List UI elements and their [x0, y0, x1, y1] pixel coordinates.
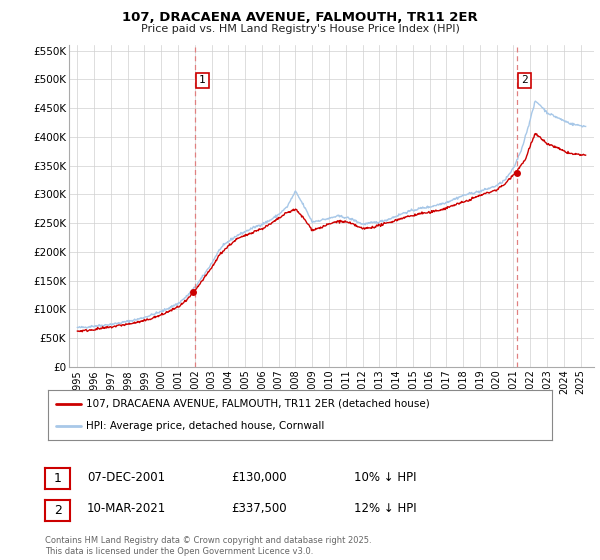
Text: 2: 2 — [521, 76, 528, 85]
Text: 12% ↓ HPI: 12% ↓ HPI — [354, 502, 416, 515]
Text: HPI: Average price, detached house, Cornwall: HPI: Average price, detached house, Corn… — [86, 421, 324, 431]
Text: £337,500: £337,500 — [231, 502, 287, 515]
Text: Contains HM Land Registry data © Crown copyright and database right 2025.
This d: Contains HM Land Registry data © Crown c… — [45, 536, 371, 556]
Text: 107, DRACAENA AVENUE, FALMOUTH, TR11 2ER (detached house): 107, DRACAENA AVENUE, FALMOUTH, TR11 2ER… — [86, 399, 430, 409]
Text: 1: 1 — [199, 76, 206, 85]
Text: £130,000: £130,000 — [231, 470, 287, 484]
Text: 1: 1 — [53, 472, 62, 486]
Text: Price paid vs. HM Land Registry's House Price Index (HPI): Price paid vs. HM Land Registry's House … — [140, 24, 460, 34]
Text: 07-DEC-2001: 07-DEC-2001 — [87, 470, 165, 484]
Text: 2: 2 — [53, 503, 62, 517]
Text: 10-MAR-2021: 10-MAR-2021 — [87, 502, 166, 515]
Text: 10% ↓ HPI: 10% ↓ HPI — [354, 470, 416, 484]
Text: 107, DRACAENA AVENUE, FALMOUTH, TR11 2ER: 107, DRACAENA AVENUE, FALMOUTH, TR11 2ER — [122, 11, 478, 24]
